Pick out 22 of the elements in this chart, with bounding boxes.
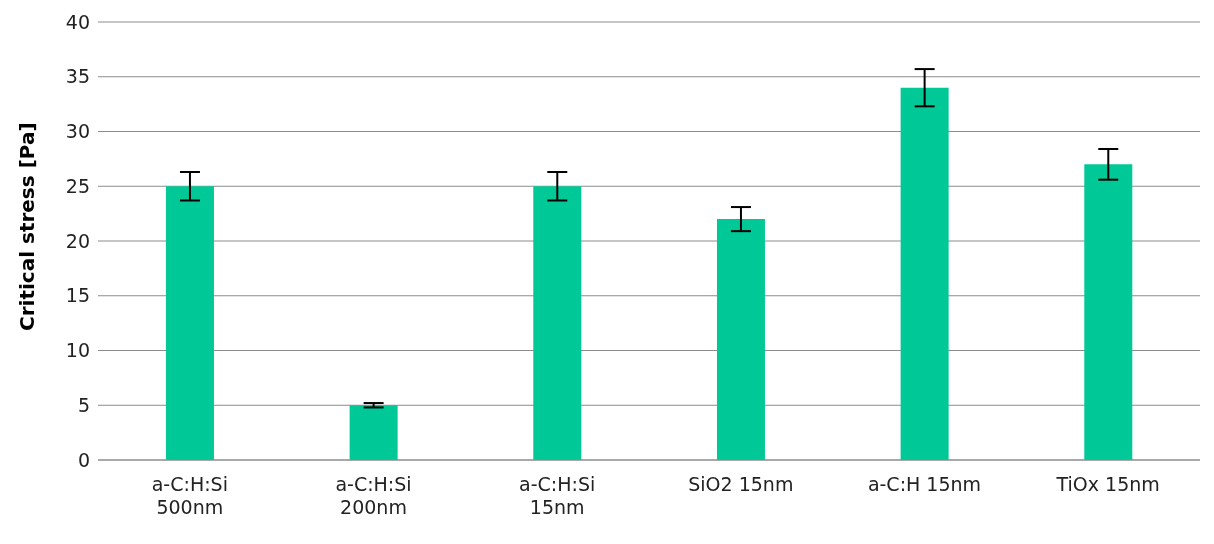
y-tick-label: 30 [65, 120, 90, 143]
y-tick-label: 35 [65, 65, 90, 88]
x-tick-label: SiO2 15nm [688, 473, 794, 496]
y-tick-label: 10 [65, 339, 90, 362]
x-tick-label: a-C:H:Si 200nm [335, 473, 412, 518]
y-tick-label: 15 [65, 284, 90, 307]
y-tick-label: 0 [77, 448, 90, 471]
bar [900, 87, 949, 460]
y-tick-label: 20 [65, 229, 90, 252]
x-tick-label: a-C:H:Si 500nm [151, 473, 228, 518]
x-tick-label: a-C:H 15nm [867, 473, 982, 496]
x-tick-label: TiOx 15nm [1055, 473, 1160, 496]
y-axis-title: Critical stress [Pa] [15, 122, 40, 331]
y-tick-label: 5 [77, 393, 90, 416]
y-tick-label: 40 [65, 10, 90, 33]
bar [165, 186, 214, 460]
bar [533, 186, 582, 460]
bar [1084, 164, 1133, 460]
bar [349, 405, 398, 460]
x-tick-label: a-C:H:Si 15nm [519, 473, 596, 518]
bar [716, 219, 765, 460]
y-tick-label: 25 [65, 174, 90, 197]
